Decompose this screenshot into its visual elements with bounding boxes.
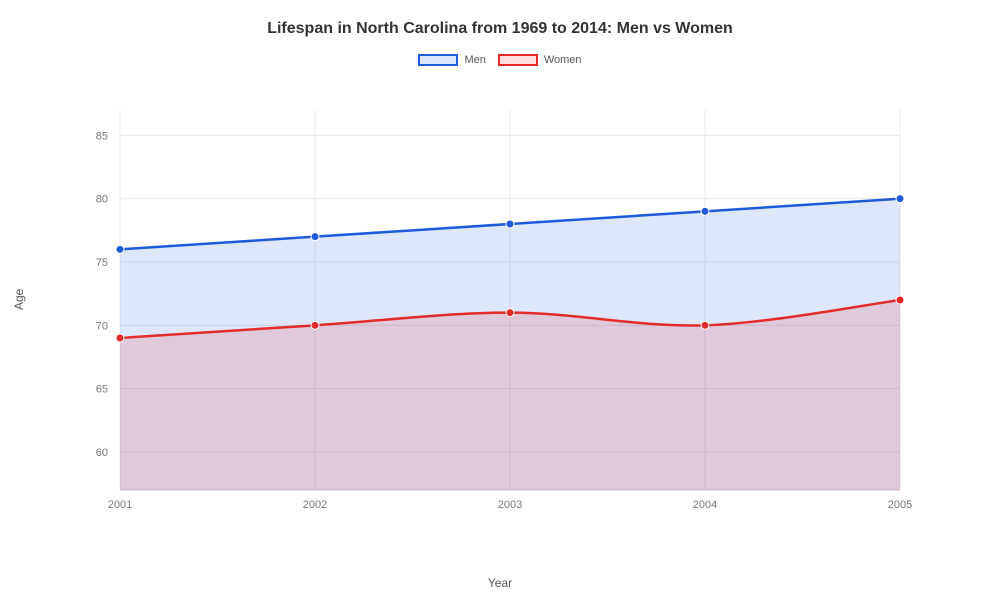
svg-text:2001: 2001 — [108, 499, 132, 511]
y-axis-label: Age — [12, 289, 26, 310]
svg-text:2003: 2003 — [498, 499, 522, 511]
svg-text:75: 75 — [96, 257, 108, 269]
svg-text:2005: 2005 — [888, 499, 912, 511]
chart-container: Lifespan in North Carolina from 1969 to … — [0, 0, 1000, 600]
legend-item-men[interactable]: Men — [418, 54, 485, 66]
svg-text:2004: 2004 — [693, 499, 717, 511]
legend-item-women[interactable]: Women — [498, 54, 582, 66]
legend: Men Women — [0, 54, 1000, 66]
svg-text:65: 65 — [96, 384, 108, 396]
svg-text:85: 85 — [96, 130, 108, 142]
legend-label-men: Men — [464, 54, 485, 66]
legend-box-men — [418, 54, 458, 66]
svg-text:70: 70 — [96, 320, 108, 332]
svg-text:2002: 2002 — [303, 499, 327, 511]
x-axis-label: Year — [0, 576, 1000, 590]
chart-title: Lifespan in North Carolina from 1969 to … — [0, 0, 1000, 38]
plot-svg: 60 65 70 75 80 85 2001 2002 2003 2004 2005 — [70, 100, 950, 520]
svg-text:80: 80 — [96, 194, 108, 206]
plot-area: 60 65 70 75 80 85 2001 2002 2003 2004 2005 — [70, 100, 950, 520]
legend-box-women — [498, 54, 538, 66]
legend-label-women: Women — [544, 54, 582, 66]
svg-text:60: 60 — [96, 447, 108, 459]
